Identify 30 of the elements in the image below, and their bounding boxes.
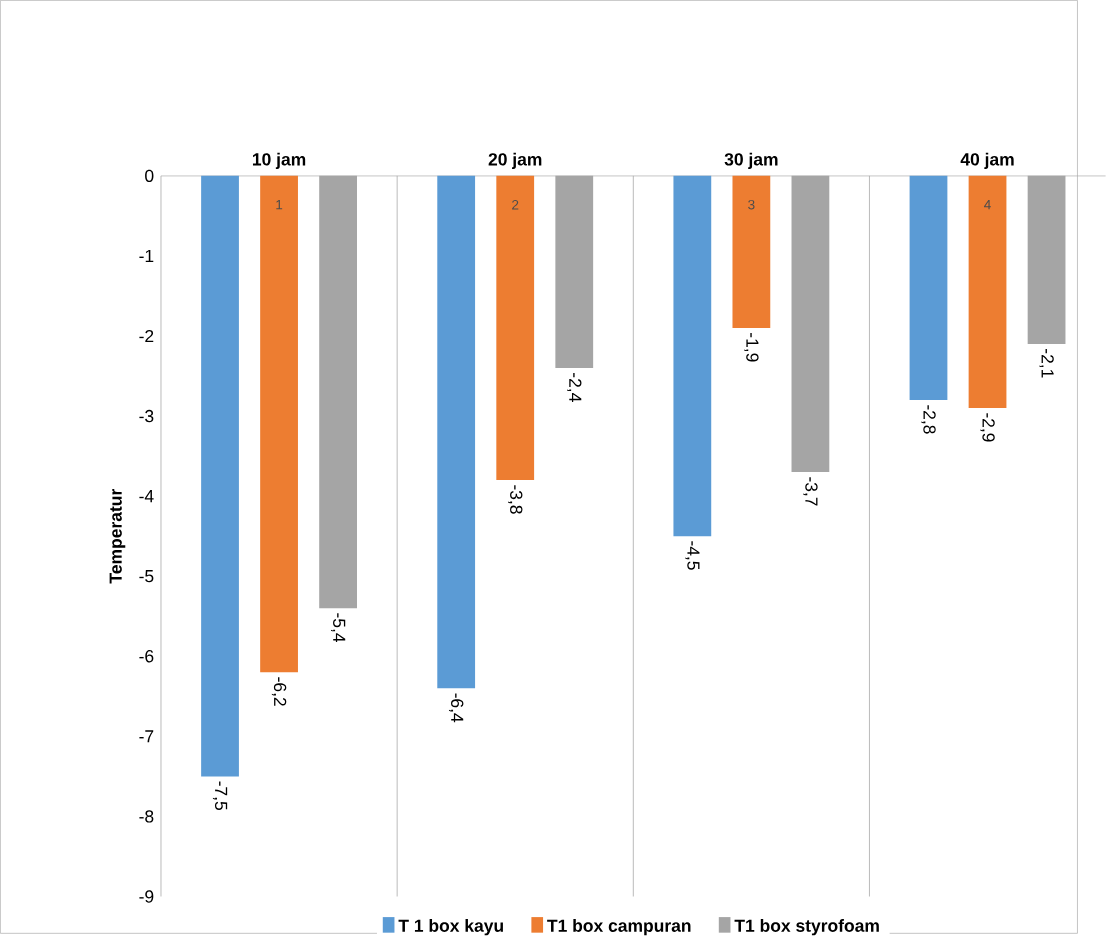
y-tick-label: -5 <box>139 569 154 583</box>
y-tick-label: -1 <box>139 249 154 262</box>
x-tick-label: 40 jam <box>960 152 1014 169</box>
y-tick-label: -3 <box>139 409 154 423</box>
y-tick-label: 0 <box>145 169 154 182</box>
x-tick-label: 30 jam <box>724 152 778 169</box>
y-tick-label: -8 <box>139 810 154 823</box>
data-label: -3,8 <box>508 485 523 514</box>
data-label: -2,4 <box>567 372 582 402</box>
data-label: -2,9 <box>980 412 995 442</box>
y-tick-label: -7 <box>139 730 154 743</box>
data-label: -2,8 <box>921 404 936 434</box>
data-label: -6,2 <box>271 677 287 706</box>
x-tick-label: 20 jam <box>488 152 542 169</box>
y-tick-label: -9 <box>139 890 154 903</box>
data-label: -3,7 <box>803 477 818 506</box>
x-tick-label: 10 jam <box>252 152 306 169</box>
data-label: -4,5 <box>685 541 700 570</box>
legend-label: T1 box campuran <box>547 918 691 936</box>
data-label: -2,1 <box>1039 348 1054 378</box>
y-tick-label: -2 <box>139 329 154 342</box>
y-axis-title: Temperatur <box>109 488 126 584</box>
data-label: -5,4 <box>330 613 346 642</box>
y-tick-label: -6 <box>139 649 154 663</box>
data-label: -7,5 <box>212 781 228 810</box>
legend-label: T1 box styrofoam <box>734 918 879 936</box>
data-label: -1,9 <box>744 332 759 362</box>
legend-label: T 1 box kayu <box>398 918 503 936</box>
data-label: -6,4 <box>448 693 464 722</box>
y-tick-label: -4 <box>139 489 154 502</box>
